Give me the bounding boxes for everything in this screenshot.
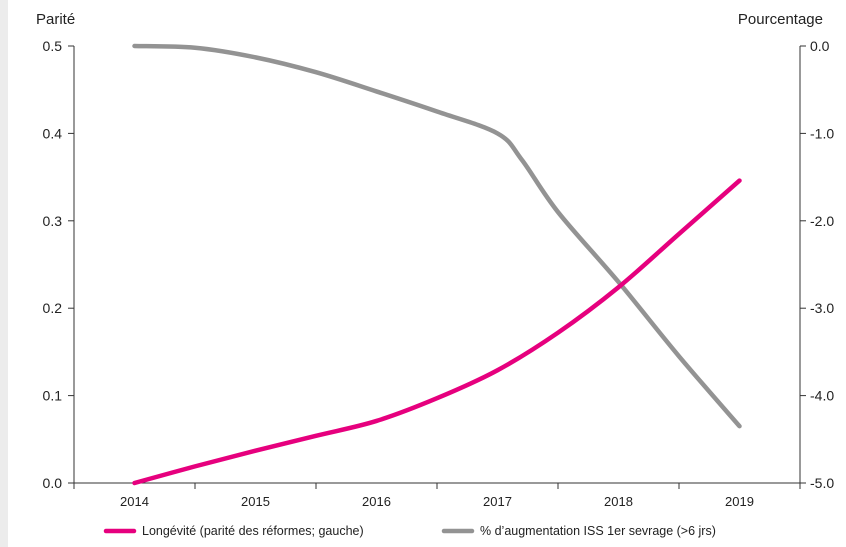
x-tick-label: 2018 [604,494,633,509]
right-tick-label: -2.0 [810,213,834,229]
x-tick-label: 2016 [362,494,391,509]
x-tick-label: 2015 [241,494,270,509]
chart-canvas: Parité Pourcentage 0.0 0.1 0.2 0.3 0.4 0.5 -5… [8,0,846,547]
x-axis: 2014 2015 2016 2017 2018 2019 [73,483,801,509]
series-group [132,43,742,486]
left-tick-label: 0.0 [43,475,63,491]
left-tick-label: 0.5 [43,38,63,54]
right-tick-label: -1.0 [810,125,834,141]
right-tick-label: -4.0 [810,388,834,404]
legend-label: Longévité (parité des réformes; gauche) [142,524,364,538]
right-axis-title: Pourcentage [738,11,823,28]
x-tick-label: 2017 [483,494,512,509]
line-chart: Parité Pourcentage 0.0 0.1 0.2 0.3 0.4 0.5 -5… [36,11,834,538]
x-tick-label: 2014 [120,494,149,509]
left-tick-label: 0.3 [43,213,63,229]
series-line-iss [132,43,742,429]
left-axis: 0.0 0.1 0.2 0.3 0.4 0.5 [43,38,74,491]
legend-label: % d’augmentation ISS 1er sevrage (>6 jrs… [480,524,716,538]
x-tick-label: 2019 [725,494,754,509]
series-line-longevite [132,178,742,486]
legend: Longévité (parité des réformes; gauche)%… [103,524,716,538]
left-tick-label: 0.2 [43,300,63,316]
right-tick-label: 0.0 [810,38,830,54]
right-axis: -5.0 -4.0 -3.0 -2.0 -1.0 0.0 [800,38,834,491]
right-tick-label: -5.0 [810,475,834,491]
left-axis-title: Parité [36,11,75,28]
left-tick-label: 0.4 [43,125,63,141]
right-tick-label: -3.0 [810,300,834,316]
left-tick-label: 0.1 [43,388,63,404]
